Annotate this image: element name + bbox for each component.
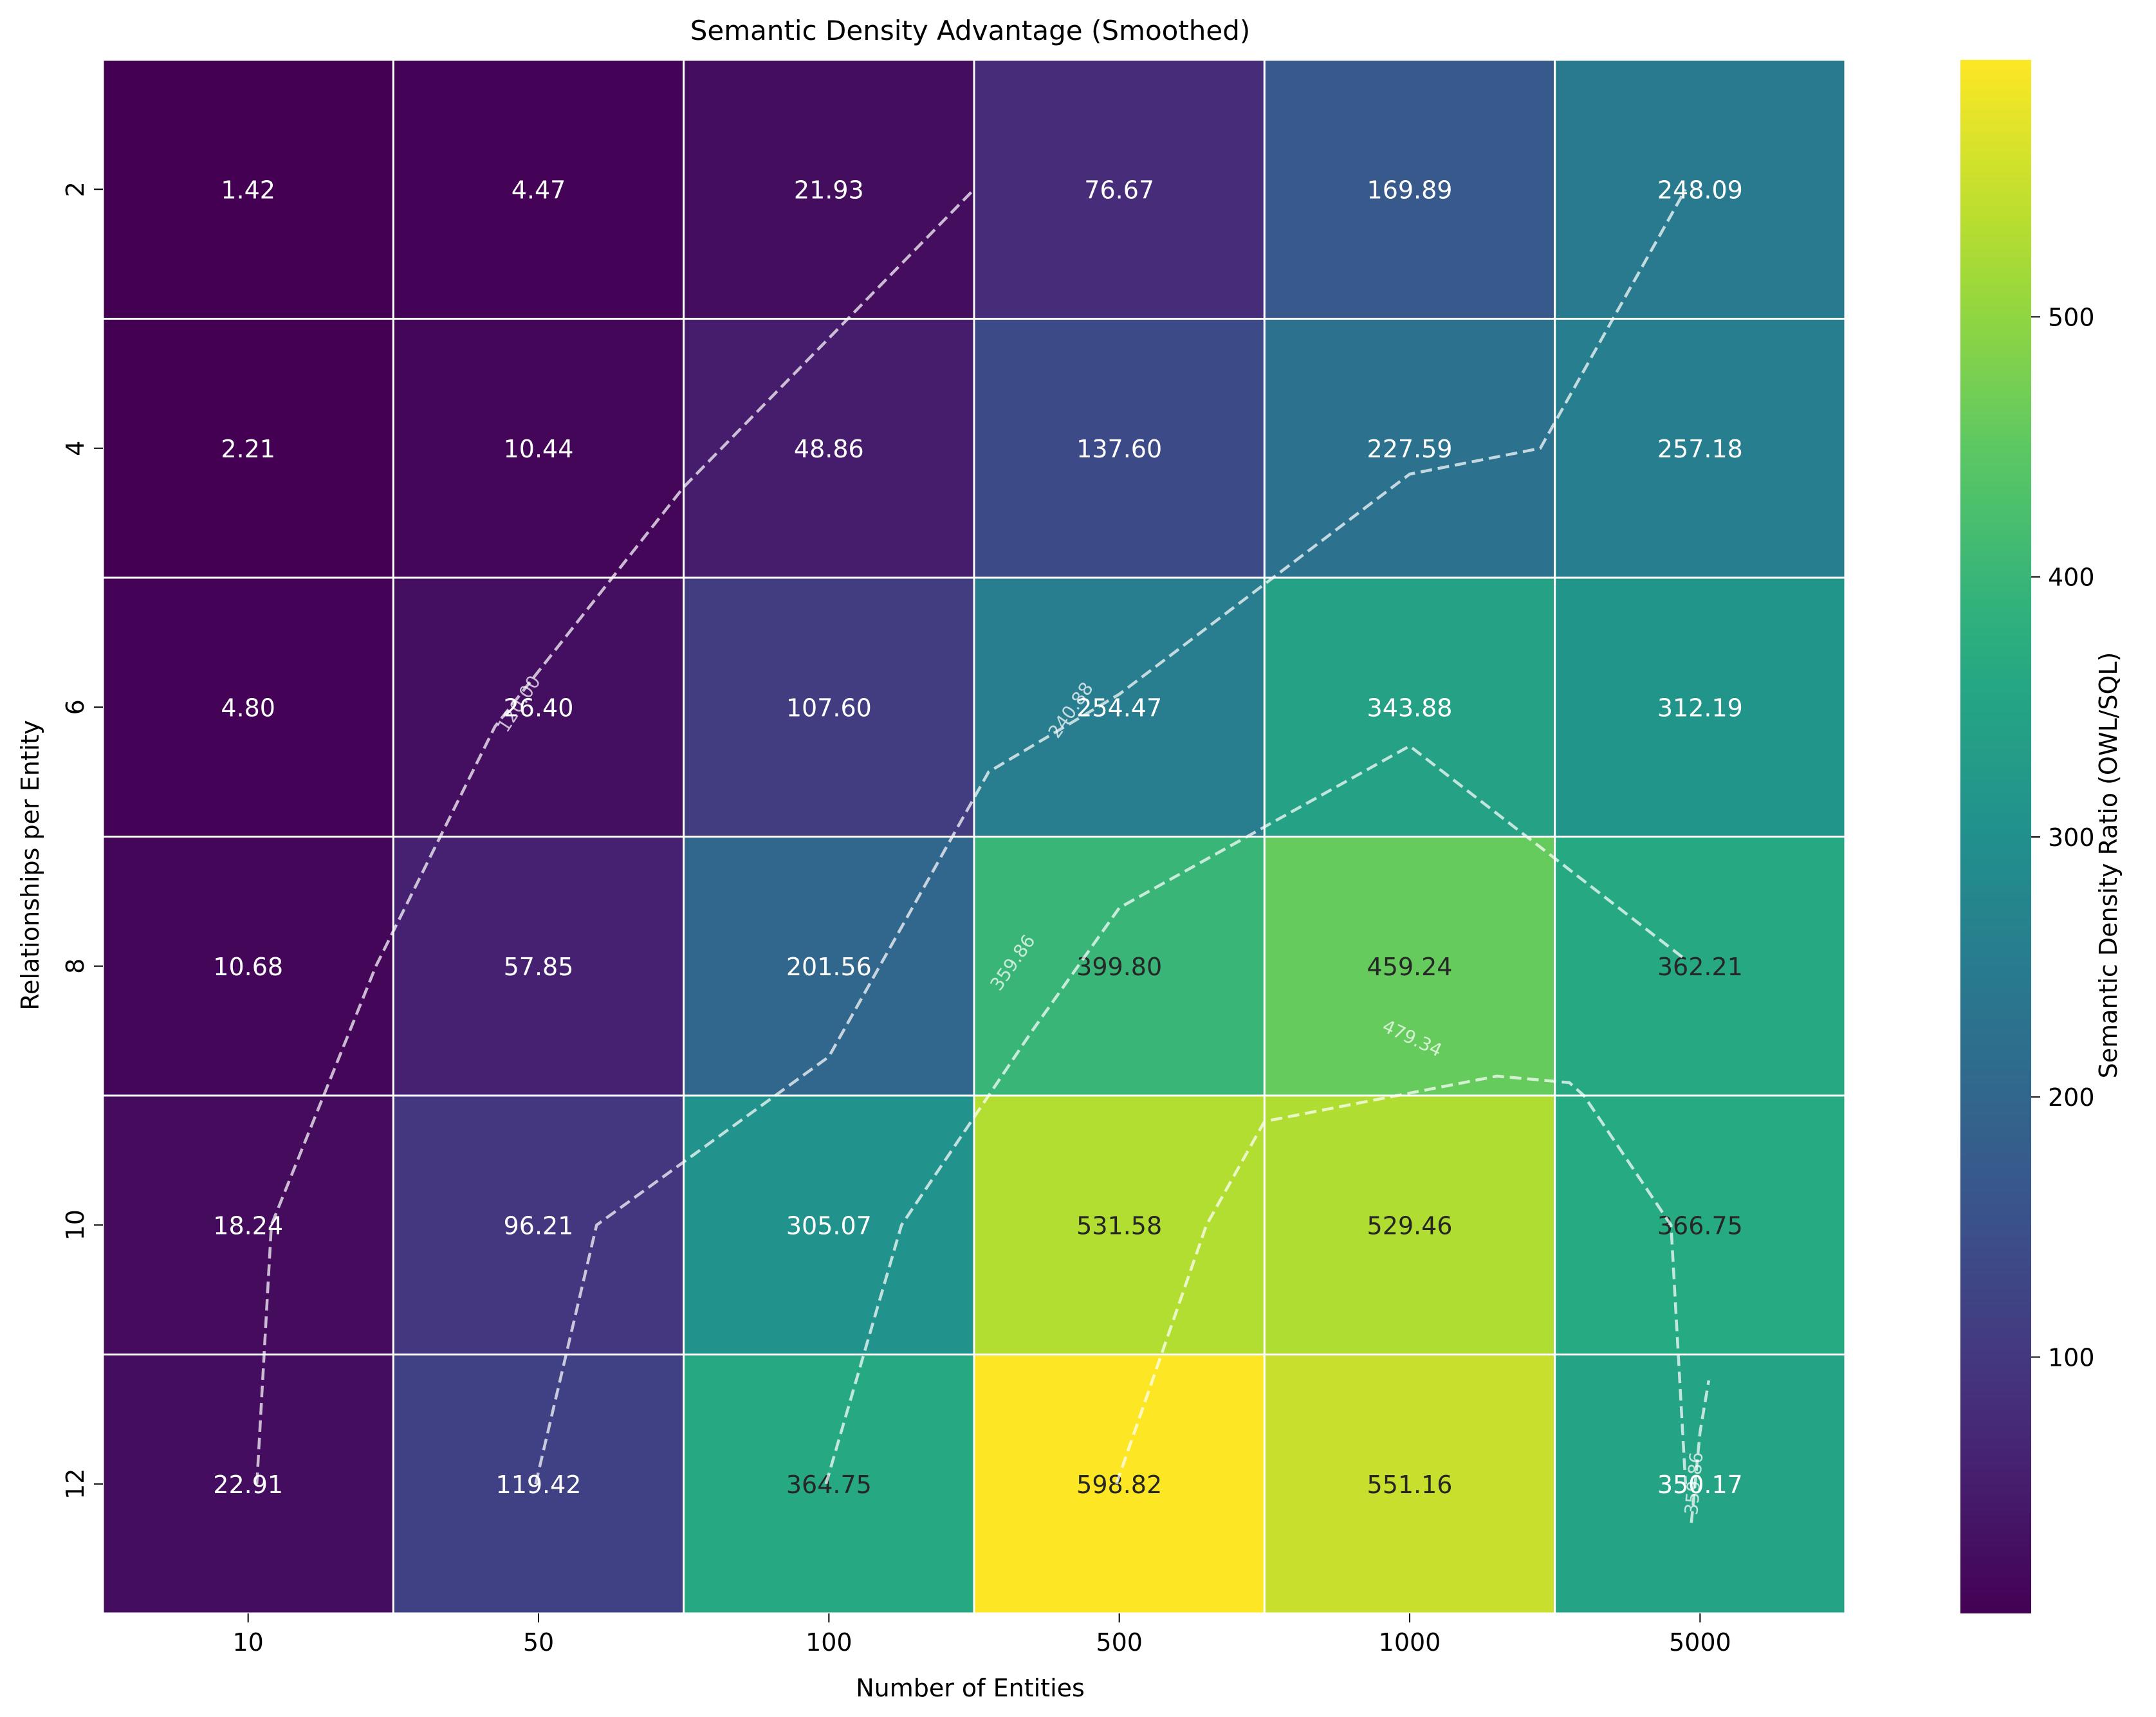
x-tick-label: 5000: [1669, 1628, 1731, 1657]
cell-value-label: 18.24: [213, 1211, 283, 1240]
contour-line: [1115, 1074, 1688, 1485]
x-tick-label: 100: [806, 1628, 852, 1657]
y-axis-ticks: 2 4 6 8 10 12: [61, 181, 103, 1500]
cell-value-label: 531.58: [1076, 1211, 1162, 1240]
cell-value-label: 1.42: [221, 176, 275, 204]
heatmap-cell: [1554, 1094, 1847, 1355]
cell-value-label: 350.17: [1657, 1471, 1743, 1499]
heatmap-cell: [102, 59, 394, 320]
cell-value-label: 362.21: [1657, 953, 1743, 981]
heatmap-cell: [1554, 836, 1847, 1097]
cell-value-label: 343.88: [1367, 693, 1453, 722]
cell-value-label: 4.47: [511, 176, 566, 204]
cell-value-label: 257.18: [1657, 435, 1743, 463]
heatmap-cell: [1554, 59, 1847, 320]
colorbar-tick-label: 100: [2048, 1343, 2095, 1372]
heatmap-cell: [683, 1094, 975, 1355]
chart-title: Semantic Density Advantage (Smoothed): [690, 15, 1251, 46]
cell-value-label: 96.21: [504, 1211, 574, 1240]
heatmap-cell: [1263, 1354, 1556, 1615]
y-tick-label: 8: [61, 959, 89, 974]
heatmap-cell: [973, 59, 1266, 320]
cell-value-label: 10.44: [504, 435, 574, 463]
x-tick-label: 50: [523, 1628, 554, 1657]
heatmap-cell: [683, 59, 975, 320]
cell-value-label: 459.24: [1367, 953, 1453, 981]
x-tick-label: 10: [232, 1628, 263, 1657]
contour-line: [534, 188, 1687, 1485]
heatmap-cell: [683, 836, 975, 1097]
cell-value-label: 48.86: [794, 435, 864, 463]
cell-value-label: 169.89: [1367, 176, 1453, 204]
contour-line: [255, 188, 975, 1484]
heatmap-cell: [102, 1094, 394, 1355]
heatmap-cell: [1554, 318, 1847, 579]
heatmap-cell: [1554, 1354, 1847, 1615]
cell-value-label: 26.40: [504, 693, 574, 722]
cell-value-label: 399.80: [1076, 953, 1162, 981]
cell-value-label: 2.21: [221, 435, 275, 463]
colorbar-tick-label: 500: [2048, 303, 2095, 331]
colorbar-tick-label: 300: [2048, 823, 2095, 852]
heatmap-cell: [1554, 576, 1847, 838]
cell-value-label: 254.47: [1076, 693, 1162, 722]
heatmap-cell: [392, 836, 685, 1097]
heatmap-cell: [973, 318, 1266, 579]
heatmap-cell: [1263, 836, 1556, 1097]
heatmap-cell: [1263, 576, 1556, 838]
y-tick-label: 2: [61, 181, 89, 197]
heatmap-cell: [102, 576, 394, 838]
heatmap-cell: [1263, 1094, 1556, 1355]
contour-line: [824, 744, 1687, 1485]
heatmap-cell: [1263, 59, 1556, 320]
heatmap-cell: [973, 1354, 1266, 1615]
cell-value-label: 551.16: [1367, 1471, 1453, 1499]
heatmap-cell: [683, 576, 975, 838]
heatmap-cells: [102, 59, 1847, 1615]
x-tick-label: 500: [1096, 1628, 1143, 1657]
y-tick-label: 4: [61, 441, 89, 456]
colorbar: 100 200 300 400 500: [1960, 60, 2095, 1613]
x-axis-label: Number of Entities: [856, 1674, 1085, 1702]
cell-value-label: 248.09: [1657, 176, 1743, 204]
cell-value-label: 76.67: [1084, 176, 1154, 204]
y-tick-label: 6: [61, 699, 89, 715]
cell-value-label: 312.19: [1657, 693, 1743, 722]
cell-value-label: 137.60: [1076, 435, 1162, 463]
cell-value-label: 4.80: [221, 693, 275, 722]
y-tick-label: 12: [61, 1469, 89, 1500]
cell-value-label: 107.60: [786, 693, 872, 722]
cell-value-label: 529.46: [1367, 1211, 1453, 1240]
colorbar-tick-label: 400: [2048, 564, 2095, 592]
heatmap-cell: [392, 576, 685, 838]
x-axis-ticks: 10 50 100 500 1000 5000: [232, 1613, 1731, 1657]
colorbar-tick-label: 200: [2048, 1083, 2095, 1112]
cell-value-label: 227.59: [1367, 435, 1453, 463]
y-axis-label: Relationships per Entity: [16, 720, 44, 1010]
heatmap-cell: [392, 318, 685, 579]
cell-value-label: 21.93: [794, 176, 864, 204]
x-tick-label: 1000: [1379, 1628, 1441, 1657]
heatmap-cell: [973, 836, 1266, 1097]
cell-value-label: 201.56: [786, 953, 872, 981]
contour-line: [1690, 1380, 1711, 1523]
colorbar-label: Semantic Density Ratio (OWL/SQL): [2094, 652, 2123, 1079]
y-tick-label: 10: [61, 1209, 89, 1240]
heatmap-cell: [973, 1094, 1266, 1355]
cell-value-label: 10.68: [213, 953, 283, 981]
cell-value-label: 305.07: [786, 1211, 872, 1240]
heatmap-cell: [102, 836, 394, 1097]
cell-value-label: 22.91: [213, 1471, 283, 1499]
heatmap-cell: [102, 1354, 394, 1615]
cell-value-label: 57.85: [504, 953, 574, 981]
heatmap-cell: [392, 59, 685, 320]
colorbar-gradient: [1960, 60, 2031, 1613]
